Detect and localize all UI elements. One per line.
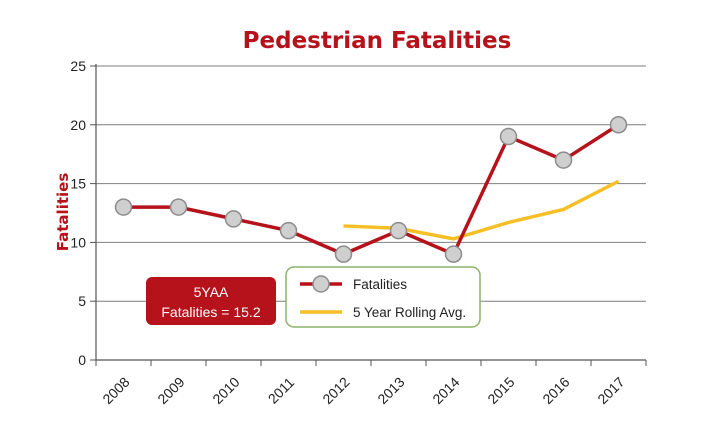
y-tick-label-20: 20 [70, 117, 86, 133]
series-layer [114, 116, 628, 263]
data-point-2017 [609, 116, 628, 134]
legend-marker-fatalities [312, 275, 330, 293]
legend-label-fatalities: Fatalities [353, 277, 407, 292]
x-tick-label-2008: 2008 [99, 374, 132, 407]
data-point-2010 [224, 210, 243, 228]
x-tick-label-2012: 2012 [319, 374, 352, 407]
x-tick-label-2009: 2009 [154, 374, 187, 407]
gridlines [96, 65, 646, 302]
annotation-background [146, 277, 276, 325]
x-tick-labels: 2008 2009 2010 2011 2012 2013 2014 2015 2016 2017 [99, 374, 627, 407]
y-tick-label-10: 10 [70, 234, 86, 250]
y-tick-label-5: 5 [78, 293, 86, 309]
x-tick-label-2013: 2013 [374, 374, 407, 407]
x-tick-label-2015: 2015 [484, 374, 517, 407]
y-tick-labels: 0 5 10 15 20 25 [70, 58, 86, 368]
y-tick-label-25: 25 [70, 58, 86, 74]
data-point-2015 [499, 127, 518, 146]
y-tick-label-0: 0 [78, 352, 86, 368]
annotation-line2: Fatalities = 15.2 [161, 304, 260, 320]
annotation-line1: 5YAA [194, 284, 229, 300]
data-point-2014 [444, 245, 463, 263]
x-tick-label-2010: 2010 [209, 374, 242, 407]
data-point-2008 [114, 198, 133, 216]
legend-label-rolling-avg: 5 Year Rolling Avg. [353, 305, 466, 320]
data-point-2011 [279, 221, 298, 240]
annotation-box: 5YAA Fatalities = 15.2 [146, 277, 276, 325]
x-tick-label-2016: 2016 [539, 374, 572, 407]
x-tick-label-2014: 2014 [429, 374, 462, 407]
data-point-2016 [554, 151, 573, 169]
chart-title: Pedestrian Fatalities [243, 28, 512, 54]
series-line-rolling-avg [343, 179, 620, 241]
data-point-2009 [169, 198, 188, 216]
data-point-2013 [389, 221, 408, 240]
x-tick-label-2017: 2017 [594, 374, 627, 407]
y-axis-label: Fatalities [54, 173, 72, 252]
data-point-2012 [334, 245, 353, 263]
series-line-fatalities [123, 123, 620, 256]
axes [90, 64, 647, 366]
x-tick-label-2011: 2011 [265, 374, 298, 407]
legend: Fatalities 5 Year Rolling Avg. [285, 266, 481, 328]
y-tick-label-15: 15 [70, 176, 86, 192]
